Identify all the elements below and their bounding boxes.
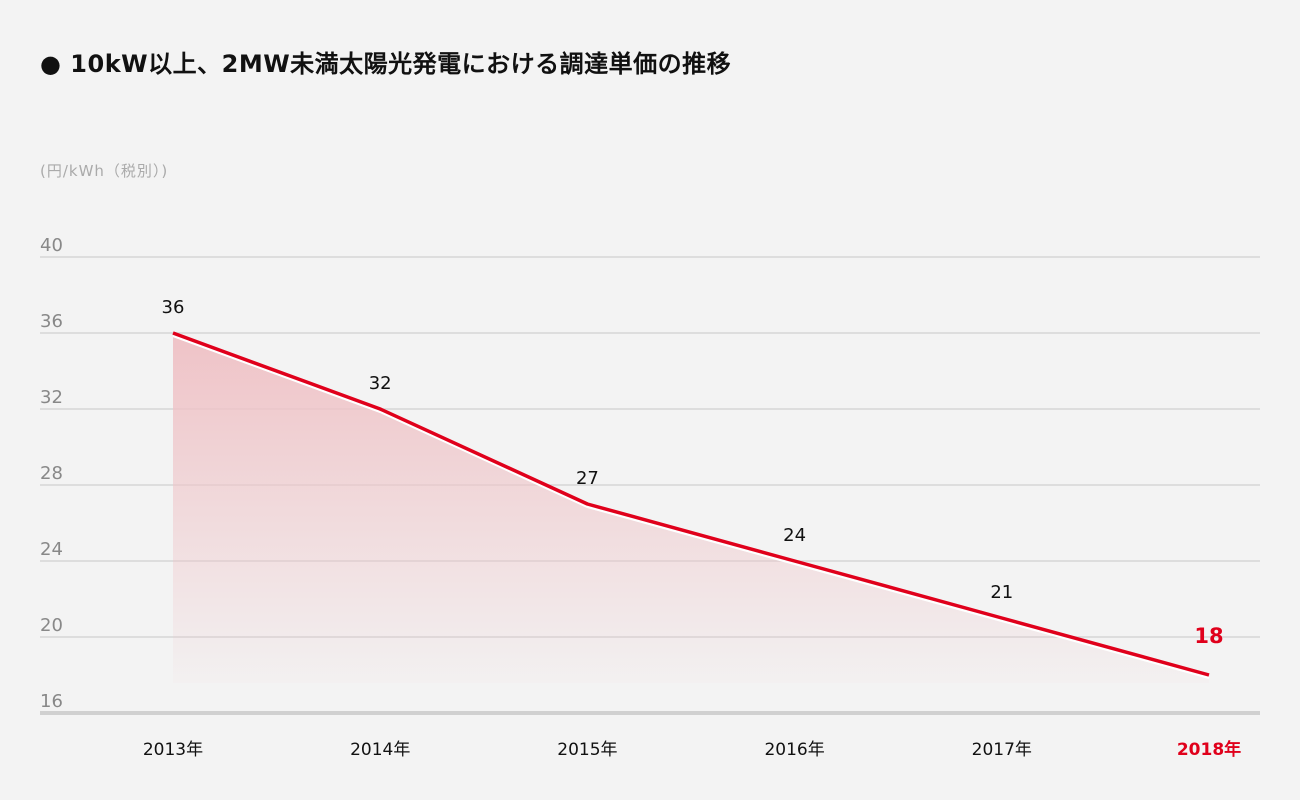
- data-label: 21: [990, 582, 1013, 603]
- x-tick-label: 2015年: [557, 740, 617, 760]
- y-tick-label: 16: [40, 691, 63, 712]
- y-tick-label: 28: [40, 463, 63, 484]
- chart-title: ● 10kW以上、2MW未満太陽光発電における調達単価の推移: [40, 50, 732, 78]
- y-tick-label: 40: [40, 235, 63, 256]
- x-tick-label: 2017年: [972, 740, 1032, 760]
- series-line: [172, 331, 1210, 677]
- x-tick-label: 2013年: [143, 740, 203, 760]
- x-tick-label: 2016年: [764, 740, 824, 760]
- data-label: 27: [576, 468, 599, 489]
- y-tick-label: 24: [40, 539, 63, 560]
- data-label: 24: [783, 525, 806, 546]
- data-label: 36: [162, 297, 185, 318]
- y-tick-label: 20: [40, 615, 63, 636]
- y-axis-unit-label: (円/kWh（税別）): [40, 162, 169, 180]
- data-label: 32: [369, 373, 392, 394]
- line-highlight: [172, 335, 1210, 679]
- x-tick-label: 2018年: [1177, 739, 1241, 760]
- y-tick-label: 36: [40, 311, 63, 332]
- x-tick-label: 2014年: [350, 740, 410, 760]
- area-fill: [173, 337, 1209, 683]
- y-tick-label: 32: [40, 387, 63, 408]
- data-label: 18: [1194, 624, 1223, 648]
